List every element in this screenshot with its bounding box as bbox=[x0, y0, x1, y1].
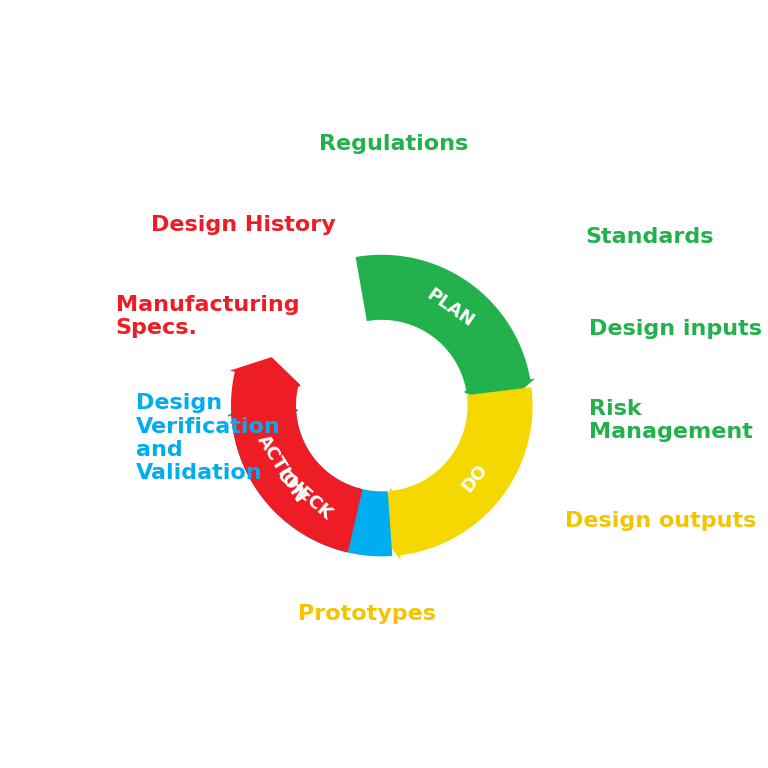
Text: Manufacturing
Specs.: Manufacturing Specs. bbox=[116, 295, 300, 339]
Text: Design History: Design History bbox=[151, 215, 336, 235]
Text: Standards: Standards bbox=[586, 227, 714, 247]
Text: PLAN: PLAN bbox=[422, 286, 477, 331]
Text: ACTION: ACTION bbox=[253, 431, 310, 505]
Polygon shape bbox=[230, 357, 362, 552]
Circle shape bbox=[298, 322, 465, 489]
Text: Design inputs: Design inputs bbox=[589, 319, 762, 339]
Text: DO: DO bbox=[458, 461, 492, 496]
Text: Design outputs: Design outputs bbox=[565, 511, 756, 531]
Text: CHECK: CHECK bbox=[273, 466, 336, 524]
Text: Design
Verification
and
Validation: Design Verification and Validation bbox=[137, 393, 281, 483]
Polygon shape bbox=[356, 255, 535, 407]
Text: Risk
Management: Risk Management bbox=[589, 399, 753, 442]
Text: Regulations: Regulations bbox=[319, 134, 468, 154]
Text: Prototypes: Prototypes bbox=[298, 604, 436, 624]
Polygon shape bbox=[374, 387, 532, 560]
Polygon shape bbox=[227, 392, 392, 556]
